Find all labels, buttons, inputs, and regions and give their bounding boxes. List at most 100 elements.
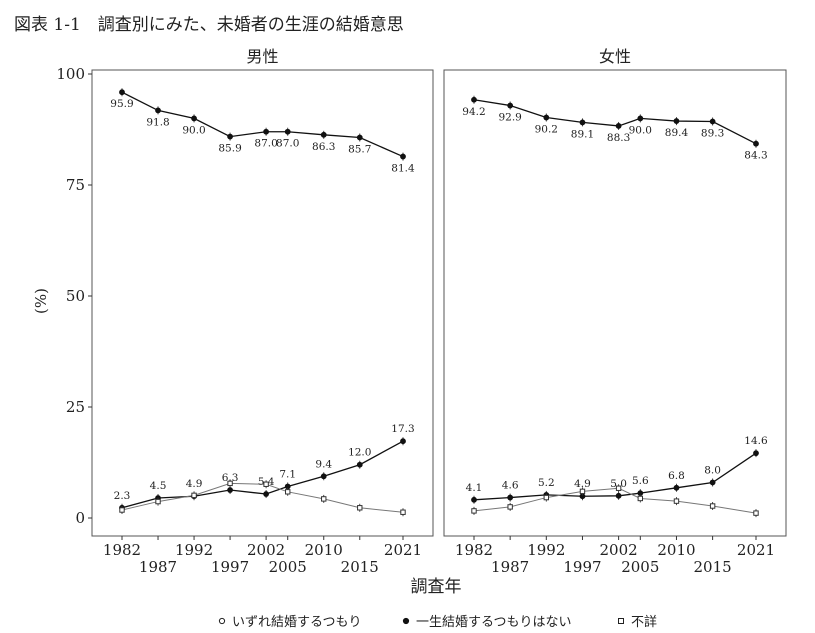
y-axis-title: (%) <box>32 288 50 314</box>
series-marry: 94.2 92.9 90.2 89.1 88.390.0 89.4 89.3 84.3 <box>462 95 768 162</box>
data-point <box>507 102 514 109</box>
data-point <box>119 89 125 96</box>
data-point <box>637 115 644 122</box>
data-point <box>227 480 233 487</box>
data-label: 5.2 <box>538 477 555 489</box>
x-tick-label: 1997 <box>563 558 601 576</box>
panel-male: 男性 0 25 50 75 100 1982198719921997200220052010… <box>56 47 434 576</box>
data-point <box>263 491 270 497</box>
data-point <box>615 492 622 499</box>
data-label: 94.2 <box>462 106 485 118</box>
data-point <box>709 503 716 509</box>
data-label: 92.9 <box>498 112 521 124</box>
legend-label: 一生結婚するつもりはない <box>416 615 571 630</box>
data-label: 87.0 <box>254 138 277 150</box>
data-point <box>507 504 513 510</box>
series-unknown <box>471 484 759 518</box>
legend-marker <box>218 617 226 625</box>
data-point <box>471 508 477 514</box>
data-point <box>320 473 327 480</box>
data-point <box>753 140 759 147</box>
data-label: 89.1 <box>571 128 594 140</box>
data-label: 85.9 <box>218 143 241 155</box>
data-point <box>227 487 233 493</box>
data-label: 87.0 <box>276 138 299 150</box>
data-label: 84.3 <box>744 150 767 162</box>
x-tick-label: 2015 <box>694 558 732 576</box>
data-point <box>637 495 644 502</box>
data-point <box>709 479 716 486</box>
data-label: 95.9 <box>110 98 133 110</box>
data-point <box>673 484 680 491</box>
data-label: 6.3 <box>222 472 239 484</box>
data-point <box>285 489 291 495</box>
data-label: 4.1 <box>466 482 483 494</box>
panel-frame <box>91 69 434 537</box>
data-label: 85.7 <box>348 143 371 155</box>
legend-item: いずれ結婚するつもり <box>218 615 361 630</box>
series-unknown <box>119 479 406 517</box>
x-tick-label: 2005 <box>269 558 307 576</box>
x-tick-label: 1992 <box>527 541 565 559</box>
x-tick-label: 1997 <box>211 558 249 576</box>
data-label: 14.6 <box>744 435 768 447</box>
data-label: 91.8 <box>146 116 169 128</box>
legend: いずれ結婚するつもり 一生結婚するつもりはない 不詳 <box>218 614 657 630</box>
chart-panels: 男性02550751001982198719921997200220052010… <box>56 47 787 576</box>
data-point <box>753 450 759 457</box>
x-tick-label: 1987 <box>491 558 529 576</box>
data-point <box>357 505 363 511</box>
data-point <box>320 131 327 138</box>
data-label: 90.0 <box>182 124 205 136</box>
data-label: 9.4 <box>315 458 332 470</box>
legend-marker <box>402 617 410 625</box>
x-tick-label: 2002 <box>600 541 638 559</box>
data-point <box>615 485 622 491</box>
data-point <box>356 134 363 141</box>
x-axis-title: 調査年 <box>411 577 462 597</box>
x-tick-label: 2010 <box>305 541 343 559</box>
series-marry: 95.9 91.8 90.0 85.9 87.087.0 86.3 85.7 81.4 <box>110 88 415 175</box>
data-label: 4.5 <box>150 480 167 492</box>
x-tick-label: 2002 <box>247 541 285 559</box>
panel-title: 男性 <box>246 47 278 66</box>
x-tick-label: 2021 <box>384 541 422 559</box>
y-tick-label: 75 <box>66 176 85 194</box>
data-label: 4.6 <box>502 480 519 492</box>
y-tick-label: 50 <box>66 287 85 305</box>
legend-marker <box>618 618 624 624</box>
data-label: 17.3 <box>391 423 414 435</box>
data-point <box>356 461 363 468</box>
data-label: 7.1 <box>279 468 296 480</box>
figure-title: 図表 1-1 調査別にみた、未婚者の生涯の結婚意思 <box>14 15 404 35</box>
data-label: 81.4 <box>391 163 415 175</box>
data-point <box>284 128 291 135</box>
data-point <box>507 494 514 501</box>
data-point <box>579 488 586 495</box>
x-tick-label: 1982 <box>103 541 141 559</box>
data-label: 5.0 <box>610 478 627 490</box>
data-point <box>155 107 161 114</box>
series-never: 4.1 4.6 5.2 4.9 5.0 5.6 6.8 8.0 14.6 <box>466 435 768 504</box>
panel-title: 女性 <box>599 47 631 66</box>
x-tick-label: 1987 <box>139 558 177 576</box>
data-point <box>673 498 680 504</box>
y-tick-label: 100 <box>56 65 85 83</box>
data-label: 89.3 <box>701 128 724 140</box>
panel-frame <box>443 69 787 537</box>
y-tick-label: 0 <box>75 509 85 527</box>
data-label: 4.9 <box>574 478 591 490</box>
data-label: 89.4 <box>665 127 689 139</box>
data-label: 2.3 <box>114 490 131 502</box>
data-point <box>400 438 406 445</box>
x-tick-label: 1992 <box>175 541 213 559</box>
data-label: 5.6 <box>632 475 649 487</box>
data-label: 86.3 <box>312 141 335 153</box>
series-line <box>473 487 757 514</box>
series-line <box>473 452 757 501</box>
data-label: 8.0 <box>704 464 721 476</box>
legend-label: 不詳 <box>631 614 657 630</box>
data-point <box>615 123 622 129</box>
data-point <box>263 128 270 135</box>
